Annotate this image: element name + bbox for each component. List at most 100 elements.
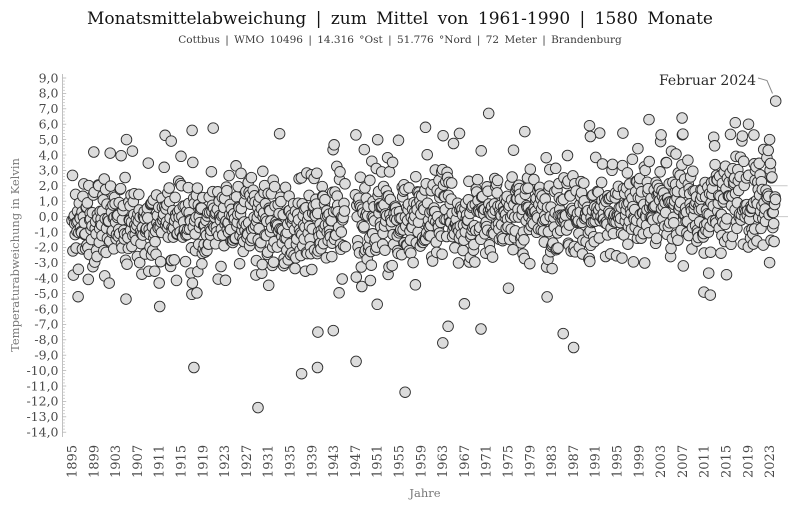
data-point bbox=[207, 122, 219, 134]
data-point bbox=[668, 217, 680, 229]
data-point bbox=[762, 144, 774, 157]
data-point bbox=[540, 151, 552, 164]
data-point bbox=[621, 167, 634, 179]
data-point bbox=[333, 287, 345, 299]
data-point bbox=[676, 112, 688, 124]
svg-text:1987: 1987 bbox=[567, 445, 582, 478]
svg-text:1907: 1907 bbox=[131, 445, 146, 478]
data-point bbox=[252, 401, 264, 414]
svg-text:1927: 1927 bbox=[240, 445, 255, 478]
x-tick-labels: 1895 1899 1903 1907 1911 1915 1919 1923 1927 1931… bbox=[66, 445, 779, 478]
data-point bbox=[409, 279, 422, 291]
data-point bbox=[736, 130, 749, 142]
data-point bbox=[326, 250, 338, 263]
svg-text:1971: 1971 bbox=[480, 445, 495, 478]
data-point bbox=[350, 355, 362, 368]
data-point bbox=[233, 257, 246, 270]
data-point bbox=[528, 173, 540, 186]
svg-text:1939: 1939 bbox=[305, 445, 320, 478]
svg-text:1911: 1911 bbox=[153, 445, 168, 478]
data-point bbox=[491, 174, 504, 187]
svg-text:-8,0: -8,0 bbox=[34, 332, 58, 347]
data-point bbox=[660, 156, 673, 169]
data-point bbox=[721, 213, 733, 225]
svg-text:1999: 1999 bbox=[632, 445, 647, 478]
data-point bbox=[708, 140, 721, 152]
svg-text:2003: 2003 bbox=[654, 445, 669, 478]
data-point bbox=[763, 256, 776, 269]
data-point bbox=[169, 191, 181, 204]
data-point bbox=[364, 174, 376, 187]
data-point bbox=[133, 188, 145, 201]
svg-text:1979: 1979 bbox=[523, 445, 538, 478]
data-point bbox=[153, 277, 165, 289]
data-point bbox=[729, 116, 742, 129]
data-point bbox=[724, 128, 737, 141]
data-point bbox=[379, 244, 391, 256]
data-point bbox=[104, 180, 117, 192]
data-point bbox=[257, 165, 269, 178]
svg-text:9,0: 9,0 bbox=[39, 70, 59, 85]
data-point bbox=[383, 166, 396, 178]
data-point bbox=[327, 324, 340, 337]
data-point bbox=[763, 133, 776, 146]
annotation-leader-line bbox=[757, 77, 773, 94]
svg-text:-1,0: -1,0 bbox=[34, 224, 58, 239]
data-point bbox=[88, 146, 100, 158]
data-point bbox=[677, 260, 690, 272]
svg-text:1951: 1951 bbox=[371, 445, 386, 478]
data-point bbox=[338, 205, 351, 217]
data-point bbox=[546, 262, 558, 275]
data-point bbox=[223, 169, 235, 182]
svg-text:1903: 1903 bbox=[109, 445, 124, 478]
svg-text:1943: 1943 bbox=[327, 445, 342, 478]
data-point bbox=[518, 234, 530, 246]
svg-text:-6,0: -6,0 bbox=[34, 301, 58, 316]
svg-text:-7,0: -7,0 bbox=[34, 317, 58, 332]
data-point bbox=[702, 267, 715, 279]
data-point bbox=[519, 125, 531, 138]
chart-subtitle: Cottbus | WMO 10496 | 14.316 °Ost | 51.7… bbox=[178, 34, 622, 46]
data-point bbox=[437, 129, 449, 142]
data-point bbox=[72, 263, 85, 276]
svg-text:-5,0: -5,0 bbox=[34, 286, 58, 301]
svg-text:1963: 1963 bbox=[436, 445, 451, 478]
data-point bbox=[442, 320, 454, 333]
data-point bbox=[627, 256, 640, 268]
data-point bbox=[595, 176, 608, 189]
data-point bbox=[82, 273, 95, 286]
data-point bbox=[769, 193, 782, 206]
data-point bbox=[392, 134, 405, 147]
data-point bbox=[335, 226, 348, 238]
data-point bbox=[350, 129, 362, 141]
svg-text:-11,0: -11,0 bbox=[26, 378, 58, 393]
svg-text:-14,0: -14,0 bbox=[26, 425, 58, 440]
data-point bbox=[262, 279, 275, 292]
data-point bbox=[687, 165, 699, 177]
data-point bbox=[188, 361, 200, 374]
svg-text:1935: 1935 bbox=[284, 445, 299, 478]
svg-text:4,0: 4,0 bbox=[39, 147, 59, 162]
data-point bbox=[709, 158, 721, 171]
data-point bbox=[186, 277, 199, 289]
data-point bbox=[365, 259, 378, 271]
data-point bbox=[179, 255, 192, 268]
svg-text:1975: 1975 bbox=[502, 445, 517, 478]
data-point bbox=[267, 256, 280, 268]
svg-text:3,0: 3,0 bbox=[39, 163, 59, 178]
data-point bbox=[617, 127, 629, 139]
data-point bbox=[437, 337, 449, 349]
data-point bbox=[419, 121, 432, 134]
data-point bbox=[104, 147, 116, 159]
svg-text:-2,0: -2,0 bbox=[34, 240, 58, 255]
data-point bbox=[154, 255, 167, 268]
data-point bbox=[386, 259, 398, 272]
data-point bbox=[153, 300, 166, 313]
data-point bbox=[356, 280, 368, 293]
data-point bbox=[475, 145, 487, 157]
data-point bbox=[704, 289, 717, 301]
data-point bbox=[336, 273, 348, 285]
data-point bbox=[114, 182, 127, 195]
data-point bbox=[295, 367, 308, 380]
data-point bbox=[704, 246, 717, 258]
